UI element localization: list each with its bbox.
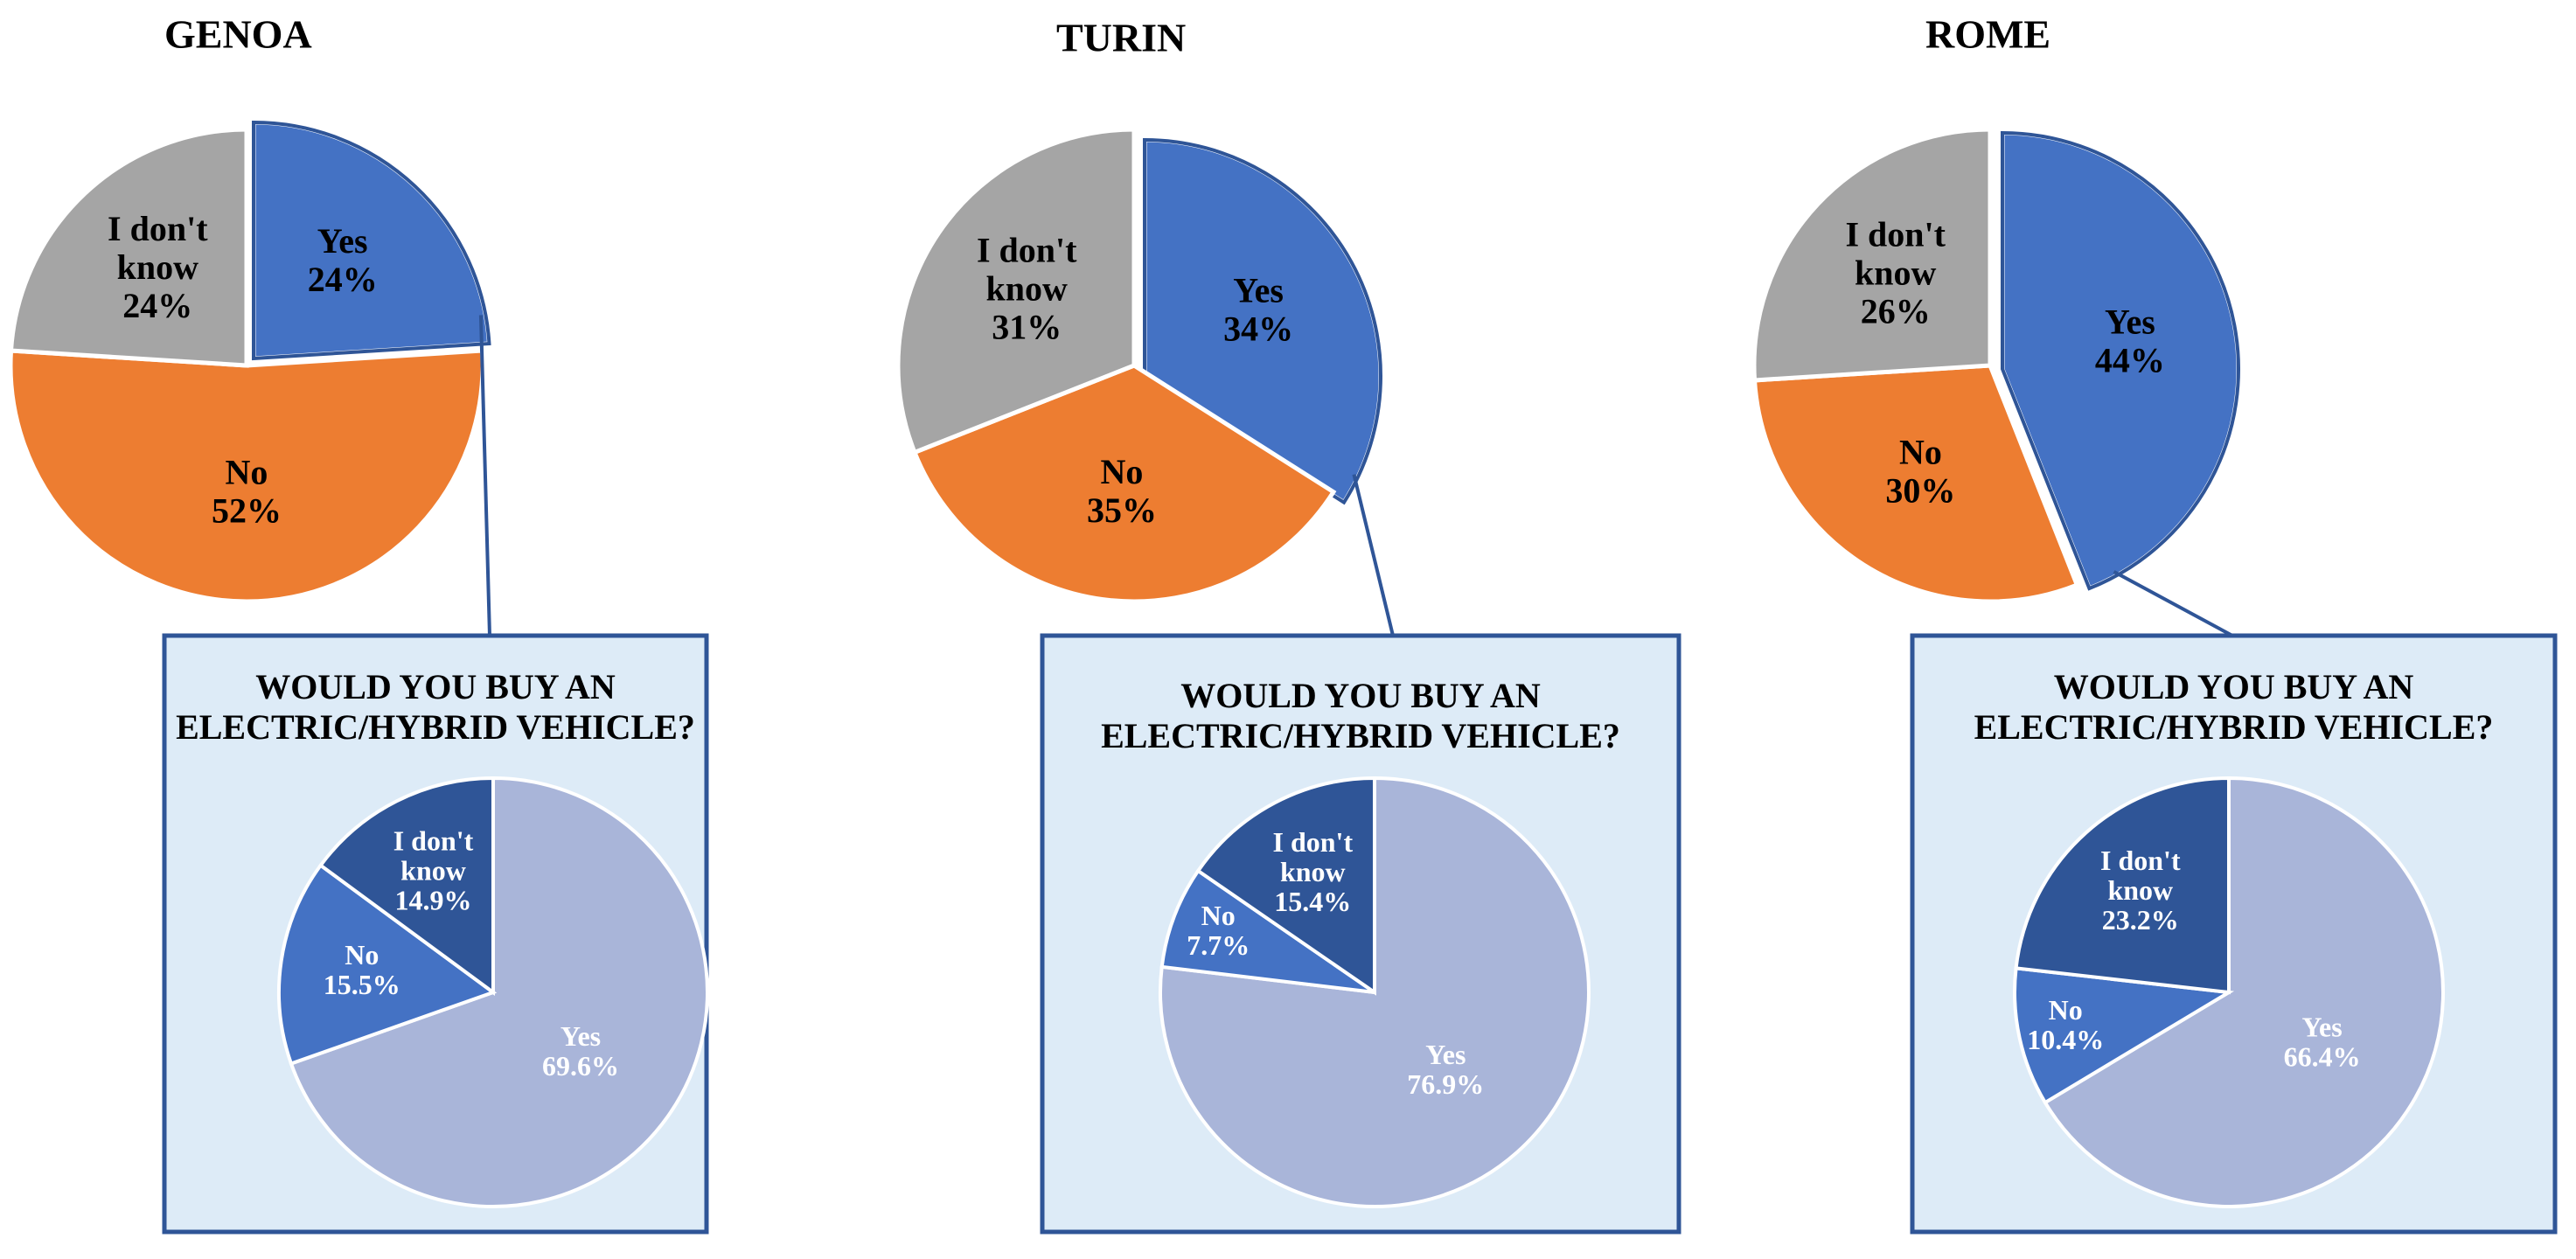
slice-label-genoa-dont-know-label: I don't	[108, 209, 208, 248]
inset-title-turin-line-1: WOULD YOU BUY AN	[1180, 676, 1541, 715]
inset-slice-genoa-dont-know	[317, 776, 495, 996]
slice-label-turin-no-label: No	[1101, 452, 1144, 491]
slice-label-genoa-yes-value: 24%	[308, 260, 378, 299]
inset-slice-rome-dont-know	[2014, 776, 2231, 995]
inset-label-genoa-no-value: 15.5%	[324, 969, 400, 1000]
inset-title-rome-line-2: ELECTRIC/HYBRID VEHICLE?	[1974, 707, 2494, 747]
inset-slice-rome-no	[2013, 966, 2235, 1105]
inset-label-rome-no-label: No	[2049, 994, 2083, 1026]
inset-label-genoa-no-label: No	[345, 939, 379, 970]
inset-label-rome-dont-know-label: know	[2107, 874, 2173, 906]
pie-slice-genoa-no	[8, 348, 485, 604]
slice-label-turin-dont-know-label: I don't	[977, 231, 1077, 270]
inset-slice-turin-no	[1159, 868, 1376, 994]
pie-slice-rome-dont-know	[1751, 127, 1993, 383]
pie-slice-outline-rome-yes	[2001, 130, 2240, 591]
inset-label-turin-yes-value: 76.9%	[1407, 1068, 1484, 1100]
slice-label-rome-no-label: No	[1899, 433, 1942, 472]
pie-slice-genoa-yes	[251, 120, 492, 361]
pie-slice-outline-turin-yes	[1143, 137, 1382, 505]
slice-label-genoa-no-value: 52%	[212, 491, 282, 531]
inset-title-genoa-line-1: WOULD YOU BUY AN	[255, 667, 616, 706]
inset-label-turin-yes-label: Yes	[1425, 1039, 1466, 1070]
chart-title-turin: TURIN	[1056, 16, 1186, 60]
inset-label-rome-dont-know-label: I don't	[2100, 845, 2181, 876]
inset-slice-turin-yes	[1159, 776, 1591, 1208]
inset-title-genoa-line-2: ELECTRIC/HYBRID VEHICLE?	[176, 707, 695, 747]
inset-label-turin-dont-know-value: 15.4%	[1274, 886, 1351, 917]
slice-label-genoa-dont-know-label: know	[117, 247, 198, 287]
inset-label-turin-no-value: 7.7%	[1187, 929, 1250, 961]
slice-label-turin-dont-know-label: know	[986, 269, 1068, 309]
inset-label-genoa-dont-know-label: know	[400, 855, 466, 887]
slice-label-turin-no-value: 35%	[1087, 490, 1157, 530]
inset-label-turin-dont-know-label: I don't	[1273, 826, 1354, 858]
pie-slice-outline-genoa-yes	[252, 120, 491, 361]
inset-label-genoa-yes-value: 69.6%	[542, 1050, 619, 1082]
slice-label-genoa-no-label: No	[226, 453, 268, 492]
leader-line-turin	[1352, 474, 1395, 636]
chart-title-genoa: GENOA	[164, 12, 312, 57]
slice-label-turin-yes-value: 34%	[1223, 310, 1293, 349]
inset-slice-rome-yes	[2043, 776, 2445, 1208]
slice-label-rome-yes-label: Yes	[2105, 302, 2155, 341]
inset-label-rome-no-value: 10.4%	[2027, 1024, 2104, 1055]
pie-slice-turin-no	[911, 363, 1337, 604]
chart-title-rome: ROME	[1925, 12, 2050, 57]
slice-label-rome-dont-know-value: 26%	[1861, 291, 1931, 330]
pie-slice-genoa-dont-know	[8, 127, 249, 368]
inset-label-turin-dont-know-label: know	[1280, 856, 1346, 887]
inset-slice-turin-dont-know	[1195, 776, 1376, 996]
slice-label-turin-dont-know-value: 31%	[992, 308, 1062, 347]
slice-label-genoa-yes-label: Yes	[317, 221, 368, 261]
pie-slice-turin-dont-know	[895, 127, 1137, 456]
inset-title-turin-line-2: ELECTRIC/HYBRID VEHICLE?	[1101, 716, 1620, 755]
slice-label-rome-dont-know-label: I don't	[1845, 214, 1946, 254]
inset-label-genoa-dont-know-label: I don't	[393, 825, 474, 857]
inset-slice-genoa-yes	[289, 776, 709, 1208]
slice-label-rome-yes-value: 44%	[2095, 340, 2165, 379]
inset-label-genoa-dont-know-value: 14.9%	[395, 885, 472, 916]
slice-label-rome-dont-know-label: know	[1855, 253, 1936, 292]
inset-title-rome-line-1: WOULD YOU BUY AN	[2054, 667, 2414, 706]
slice-label-genoa-dont-know-value: 24%	[122, 286, 192, 325]
slice-label-turin-yes-label: Yes	[1233, 271, 1284, 310]
inset-label-rome-yes-value: 66.4%	[2284, 1041, 2361, 1073]
inset-slice-genoa-no	[277, 862, 498, 1067]
slice-label-rome-no-value: 30%	[1885, 471, 1955, 511]
leader-line-genoa	[478, 315, 491, 636]
inset-label-turin-no-label: No	[1201, 900, 1236, 931]
inset-label-rome-yes-label: Yes	[2301, 1012, 2342, 1043]
inset-label-genoa-yes-label: Yes	[560, 1020, 601, 1052]
inset-label-rome-dont-know-value: 23.2%	[2102, 904, 2179, 936]
leader-line-rome	[2113, 570, 2233, 637]
pie-slice-rome-no	[1751, 363, 2080, 604]
